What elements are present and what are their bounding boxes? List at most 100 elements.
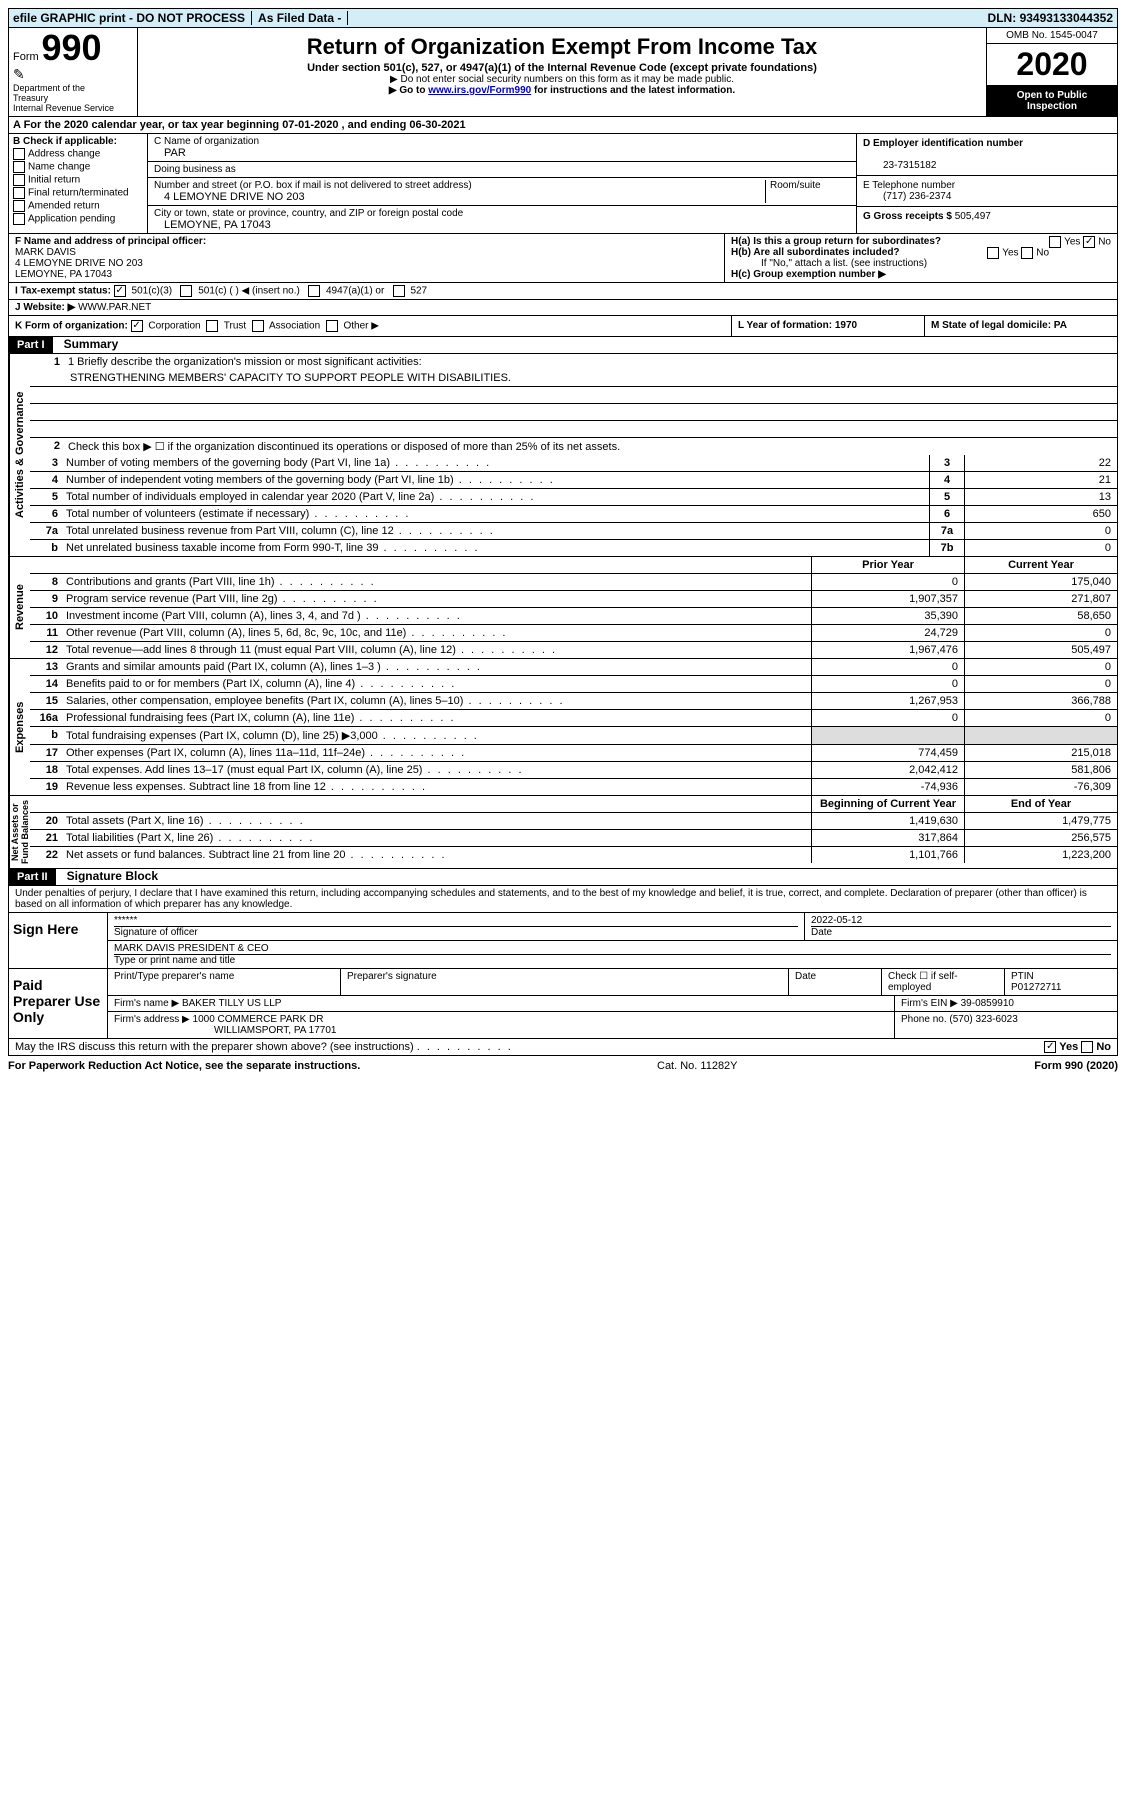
revenue-label: Revenue (9, 557, 30, 658)
footer-left: For Paperwork Reduction Act Notice, see … (8, 1060, 360, 1072)
sig-stars: ****** (114, 915, 798, 927)
note2-post: for instructions and the latest informat… (534, 85, 735, 96)
form-header: Form 990 ✎ Department of theTreasuryInte… (8, 28, 1118, 117)
dln-label: DLN: (988, 11, 1017, 25)
footer-right: Form 990 (2020) (1034, 1060, 1118, 1072)
c-label: C Name of organization (154, 136, 259, 147)
officer-name-title: MARK DAVIS PRESIDENT & CEO (114, 943, 1111, 955)
begin-year-header: Beginning of Current Year (811, 796, 964, 812)
irs-link[interactable]: www.irs.gov/Form990 (428, 85, 531, 96)
date-label: Date (811, 927, 1111, 938)
ha-label: H(a) Is this a group return for subordin… (731, 236, 941, 247)
d-label: D Employer identification number (863, 138, 1023, 149)
current-year-header: Current Year (964, 557, 1117, 573)
street-label: Number and street (or P.O. box if mail i… (154, 180, 472, 191)
paid-preparer-label: Paid Preparer Use Only (9, 969, 108, 1038)
dept-label: Department of theTreasuryInternal Revenu… (13, 83, 133, 113)
city-value: LEMOYNE, PA 17043 (154, 219, 271, 231)
row-j: J Website: ▶ WWW.PAR.NET (8, 300, 1118, 316)
part2-title: Signature Block (59, 869, 158, 883)
footer-mid: Cat. No. 11282Y (657, 1060, 738, 1072)
part1-title: Summary (56, 337, 119, 351)
revenue-section: Revenue Prior Year Current Year 8Contrib… (8, 557, 1118, 659)
omb-number: OMB No. 1545-0047 (987, 28, 1117, 44)
ptin-label: PTIN (1011, 971, 1034, 982)
firm-addr: 1000 COMMERCE PARK DR (193, 1014, 324, 1025)
firm-phone-label: Phone no. (901, 1014, 947, 1025)
city-label: City or town, state or province, country… (154, 208, 463, 219)
chk-name[interactable]: Name change (13, 161, 143, 173)
end-year-header: End of Year (964, 796, 1117, 812)
section-b: B Check if applicable: Address change Na… (8, 134, 1118, 234)
net-assets-label: Net Assets orFund Balances (9, 796, 30, 868)
firm-name-label: Firm's name ▶ (114, 998, 179, 1009)
website-value: WWW.PAR.NET (78, 302, 151, 313)
dln-value: 93493133044352 (1020, 11, 1113, 25)
chk-final[interactable]: Final return/terminated (13, 187, 143, 199)
as-filed-label: As Filed Data - (258, 11, 341, 25)
i-label: I Tax-exempt status: (15, 286, 111, 297)
officer-addr2: LEMOYNE, PA 17043 (15, 269, 112, 280)
footer: For Paperwork Reduction Act Notice, see … (8, 1056, 1118, 1076)
chk-initial[interactable]: Initial return (13, 174, 143, 186)
part2-header: Part II (9, 869, 56, 885)
form-title: Return of Organization Exempt From Incom… (142, 34, 982, 60)
f-label: F Name and address of principal officer: (15, 236, 206, 247)
note2-pre: ▶ Go to (389, 85, 428, 96)
street-value: 4 LEMOYNE DRIVE NO 203 (154, 191, 305, 203)
governance-section: Activities & Governance 1 1 Briefly desc… (8, 354, 1118, 557)
inspection-label: Open to Public Inspection (987, 86, 1117, 116)
expenses-label: Expenses (9, 659, 30, 795)
top-bar: efile GRAPHIC print - DO NOT PROCESS As … (8, 8, 1118, 28)
prep-sig-label: Preparer's signature (341, 969, 789, 995)
chk-app-pending[interactable]: Application pending (13, 213, 143, 225)
firm-ein: 39-0859910 (961, 998, 1014, 1009)
governance-label: Activities & Governance (9, 354, 30, 556)
b-header: B Check if applicable: (13, 136, 143, 147)
officer-addr1: 4 LEMOYNE DRIVE NO 203 (15, 258, 143, 269)
prep-date-label: Date (789, 969, 882, 995)
prior-year-header: Prior Year (811, 557, 964, 573)
form-subtitle: Under section 501(c), 527, or 4947(a)(1)… (142, 62, 982, 74)
line1-label: 1 Briefly describe the organization's mi… (64, 354, 1117, 370)
sign-here-label: Sign Here (9, 913, 108, 968)
firm-phone: (570) 323-6023 (949, 1014, 1017, 1025)
hc-label: H(c) Group exemption number ▶ (731, 269, 886, 280)
k-label: K Form of organization: (15, 321, 128, 332)
gross-receipts: 505,497 (955, 211, 991, 222)
dba-label: Doing business as (154, 164, 236, 175)
sig-officer-label: Signature of officer (114, 927, 798, 938)
discuss-label: May the IRS discuss this return with the… (15, 1041, 414, 1053)
mission-text: STRENGTHENING MEMBERS' CAPACITY TO SUPPO… (30, 370, 1117, 387)
row-klm: K Form of organization: ✓ Corporation Tr… (8, 316, 1118, 337)
check-self-employed: Check ☐ if self-employed (882, 969, 1005, 995)
row-a-tax-year: A For the 2020 calendar year, or tax yea… (8, 117, 1118, 134)
firm-name: BAKER TILLY US LLP (182, 998, 282, 1009)
sig-date: 2022-05-12 (811, 915, 1111, 927)
g-label: G Gross receipts $ (863, 211, 952, 222)
tax-year: 2020 (987, 44, 1117, 86)
org-name: PAR (154, 147, 186, 159)
hb-note: If "No," attach a list. (see instruction… (731, 258, 1111, 269)
m-value: M State of legal domicile: PA (931, 320, 1067, 331)
l-value: L Year of formation: 1970 (738, 320, 857, 331)
chk-amended[interactable]: Amended return (13, 200, 143, 212)
officer-name: MARK DAVIS (15, 247, 76, 258)
chk-address[interactable]: Address change (13, 148, 143, 160)
ptin-value: P01272711 (1011, 982, 1061, 993)
prep-name-label: Print/Type preparer's name (108, 969, 341, 995)
officer-type-label: Type or print name and title (114, 955, 1111, 966)
declaration: Under penalties of perjury, I declare th… (8, 886, 1118, 913)
ein-value: 23-7315182 (863, 160, 936, 171)
form-number: 990 (41, 27, 101, 68)
line2: Check this box ▶ ☐ if the organization d… (64, 438, 1117, 455)
firm-addr-label: Firm's address ▶ (114, 1014, 190, 1025)
row-i: I Tax-exempt status: ✓ 501(c)(3) 501(c) … (8, 283, 1118, 300)
room-label: Room/suite (770, 180, 821, 191)
hb-label: H(b) Are all subordinates included? (731, 247, 900, 258)
expenses-section: Expenses 13Grants and similar amounts pa… (8, 659, 1118, 796)
form-label: Form (13, 51, 39, 63)
section-fh: F Name and address of principal officer:… (8, 234, 1118, 283)
net-assets-section: Net Assets orFund Balances Beginning of … (8, 796, 1118, 869)
phone-value: (717) 236-2374 (863, 191, 951, 202)
